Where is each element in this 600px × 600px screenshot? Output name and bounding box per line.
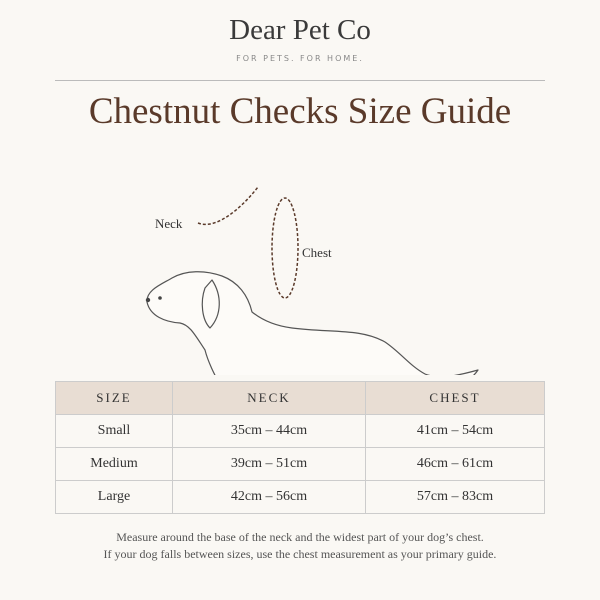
tagline: FOR PETS. FOR HOME.	[236, 54, 364, 63]
column-header: NECK	[172, 381, 366, 415]
column-header: SIZE	[55, 381, 173, 415]
table-cell: Large	[55, 480, 173, 514]
table-cell: 41cm – 54cm	[365, 414, 545, 448]
neck-measure	[197, 186, 259, 226]
chest-measure	[271, 197, 299, 299]
page-title: Chestnut Checks Size Guide	[88, 91, 512, 132]
divider	[55, 80, 545, 81]
note: If your dog falls between sizes, use the…	[103, 547, 497, 561]
table-row: Medium 39cm – 51cm 46cm – 61cm	[55, 447, 545, 481]
size-table: SIZE NECK CHEST Small 35cm – 44cm 41cm – 54c…	[55, 381, 545, 514]
table-cell: Medium	[55, 447, 173, 481]
table-row: Large 42cm – 56cm 57cm – 83cm	[55, 480, 545, 514]
note: Measure around the base of the neck and …	[116, 530, 484, 544]
dog-ear	[201, 279, 220, 329]
dog-eye	[158, 296, 162, 300]
table-cell: 46cm – 61cm	[365, 447, 545, 481]
table-row: Small 35cm – 44cm 41cm – 54cm	[55, 414, 545, 448]
table-cell: 35cm – 44cm	[172, 414, 366, 448]
table-header: SIZE NECK CHEST	[55, 381, 545, 415]
column-header: CHEST	[365, 381, 545, 415]
dog-diagram: Neck Chest	[145, 186, 479, 375]
table-cell: 57cm – 83cm	[365, 480, 545, 514]
table-cell: 42cm – 56cm	[172, 480, 366, 514]
chest-label: Chest	[302, 245, 332, 260]
table-cell: Small	[55, 414, 173, 448]
brand-title: Dear Pet Co	[229, 14, 371, 46]
neck-label: Neck	[155, 216, 183, 231]
table-cell: 39cm – 51cm	[172, 447, 366, 481]
dog-nose	[145, 297, 151, 303]
dog-outline	[146, 271, 479, 375]
